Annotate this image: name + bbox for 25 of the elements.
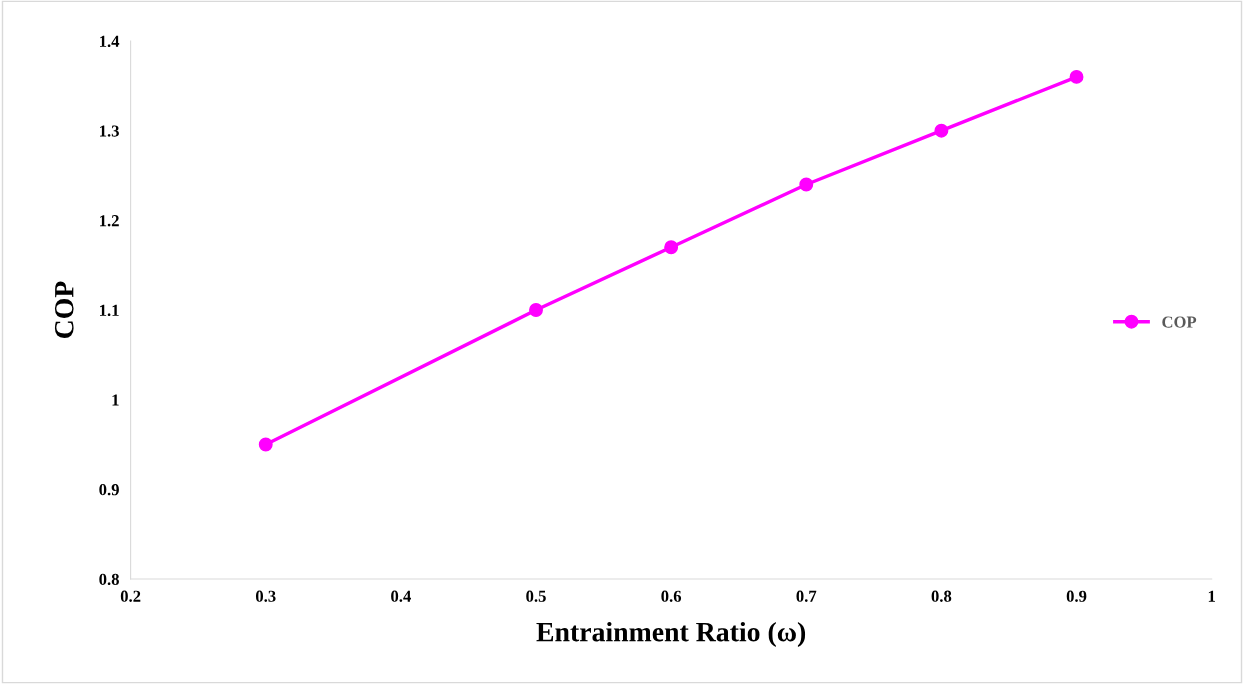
point [799, 177, 814, 192]
x-tick-label: 0.9 [1066, 590, 1087, 602]
y-tick-label: 1.1 [100, 304, 119, 317]
y-axis-title: COP [54, 281, 74, 338]
y-tick-label: 1.2 [100, 215, 119, 227]
x-tick-label: 0.3 [255, 590, 276, 602]
y-tick-label: 1.3 [100, 125, 119, 137]
legend-label: COP [1162, 316, 1197, 328]
point [934, 123, 949, 138]
x-tick-label: 0.7 [796, 590, 817, 602]
x-tick-label: 0.5 [526, 590, 546, 602]
point [664, 240, 679, 255]
x-tick-label: 0.8 [931, 590, 952, 602]
y-tick-label: 1 [112, 394, 119, 406]
point [258, 437, 273, 452]
x-tick-label: 0.6 [661, 590, 682, 602]
point [529, 303, 543, 317]
y-tick-label: 0.8 [99, 573, 119, 586]
point [1069, 69, 1084, 84]
x-axis-title: Entrainment Ratio (ω) [536, 621, 806, 648]
x-tick-label: 1 [1208, 590, 1215, 602]
y-tick-label: 0.9 [99, 484, 119, 496]
x-tick-label: 0.2 [120, 590, 141, 602]
x-tick-label: 0.4 [391, 590, 411, 602]
y-tick-label: 1.4 [100, 35, 120, 48]
